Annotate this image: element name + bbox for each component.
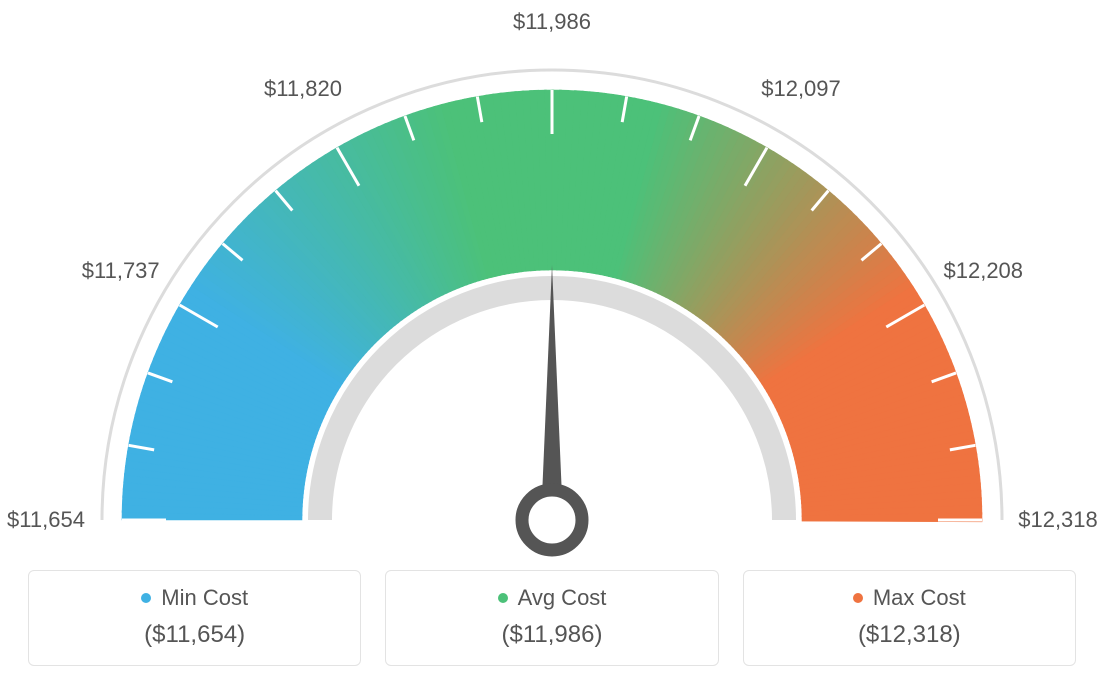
legend-card-avg: Avg Cost ($11,986) <box>385 570 718 666</box>
tick-label: $12,318 <box>1018 507 1098 533</box>
tick-label: $11,654 <box>7 507 85 533</box>
needle <box>541 265 563 520</box>
legend-value-avg: ($11,986) <box>396 621 707 649</box>
needle-hub <box>522 490 582 550</box>
dot-max <box>853 593 863 603</box>
legend-title-min: Min Cost <box>141 585 248 611</box>
legend-title-avg-text: Avg Cost <box>518 585 607 611</box>
tick-label: $11,986 <box>513 9 591 35</box>
legend-title-max: Max Cost <box>853 585 966 611</box>
legend-title-avg: Avg Cost <box>498 585 607 611</box>
cost-gauge-chart: $11,654 $11,737 $11,820 $11,986 $12,097 $12,2… <box>0 0 1104 690</box>
legend-card-max: Max Cost ($12,318) <box>743 570 1076 666</box>
legend-title-min-text: Min Cost <box>161 585 248 611</box>
legend-title-max-text: Max Cost <box>873 585 966 611</box>
legend-value-min: ($11,654) <box>39 621 350 649</box>
tick-label: $11,737 <box>82 258 160 284</box>
legend-row: Min Cost ($11,654) Avg Cost ($11,986) Ma… <box>20 570 1084 666</box>
dot-avg <box>498 593 508 603</box>
legend-card-min: Min Cost ($11,654) <box>28 570 361 666</box>
dot-min <box>141 593 151 603</box>
tick-label: $11,820 <box>264 76 342 102</box>
gauge-area: $11,654$11,737$11,820$11,986$12,097$12,2… <box>20 10 1084 570</box>
gauge-svg <box>20 10 1084 570</box>
legend-value-max: ($12,318) <box>754 621 1065 649</box>
tick-label: $12,208 <box>944 258 1024 284</box>
tick-label: $12,097 <box>761 76 841 102</box>
